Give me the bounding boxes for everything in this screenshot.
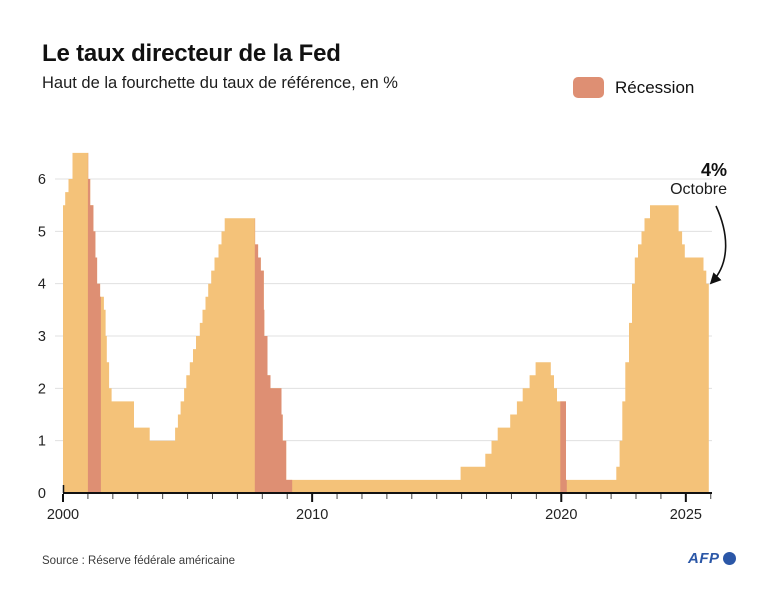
afp-logo-text: AFP (688, 550, 720, 567)
last-value-annotation: 4% Octobre (670, 160, 727, 199)
y-tick-label-0: 0 (38, 486, 46, 502)
annotation-arrow-icon (709, 205, 727, 285)
x-tick-label-2000: 2000 (47, 507, 79, 523)
afp-logo: AFP (688, 550, 736, 567)
source-note: Source : Réserve fédérale américaine (42, 555, 236, 567)
x-tick-label-2010: 2010 (296, 507, 328, 523)
x-tick-label-2020: 2020 (545, 507, 577, 523)
legend: Récession (573, 77, 694, 98)
y-tick-label-4: 4 (38, 277, 46, 293)
rate-area (63, 152, 709, 493)
afp-logo-dot-icon (722, 552, 736, 565)
y-tick-label-3: 3 (38, 329, 46, 345)
y-tick-label-6: 6 (38, 172, 46, 188)
recession-legend-swatch (573, 77, 604, 98)
last-value-label: 4% (700, 160, 727, 180)
last-value-month: Octobre (670, 180, 727, 198)
chart-subtitle: Haut de la fourchette du taux de référen… (42, 74, 398, 92)
y-tick-label-1: 1 (38, 434, 46, 450)
y-tick-label-2: 2 (38, 381, 46, 397)
y-tick-label-5: 5 (38, 224, 46, 240)
recession-legend-label: Récession (615, 77, 695, 97)
x-tick-label-2025: 2025 (670, 507, 702, 523)
page-title: Le taux directeur de la Fed (42, 40, 341, 67)
